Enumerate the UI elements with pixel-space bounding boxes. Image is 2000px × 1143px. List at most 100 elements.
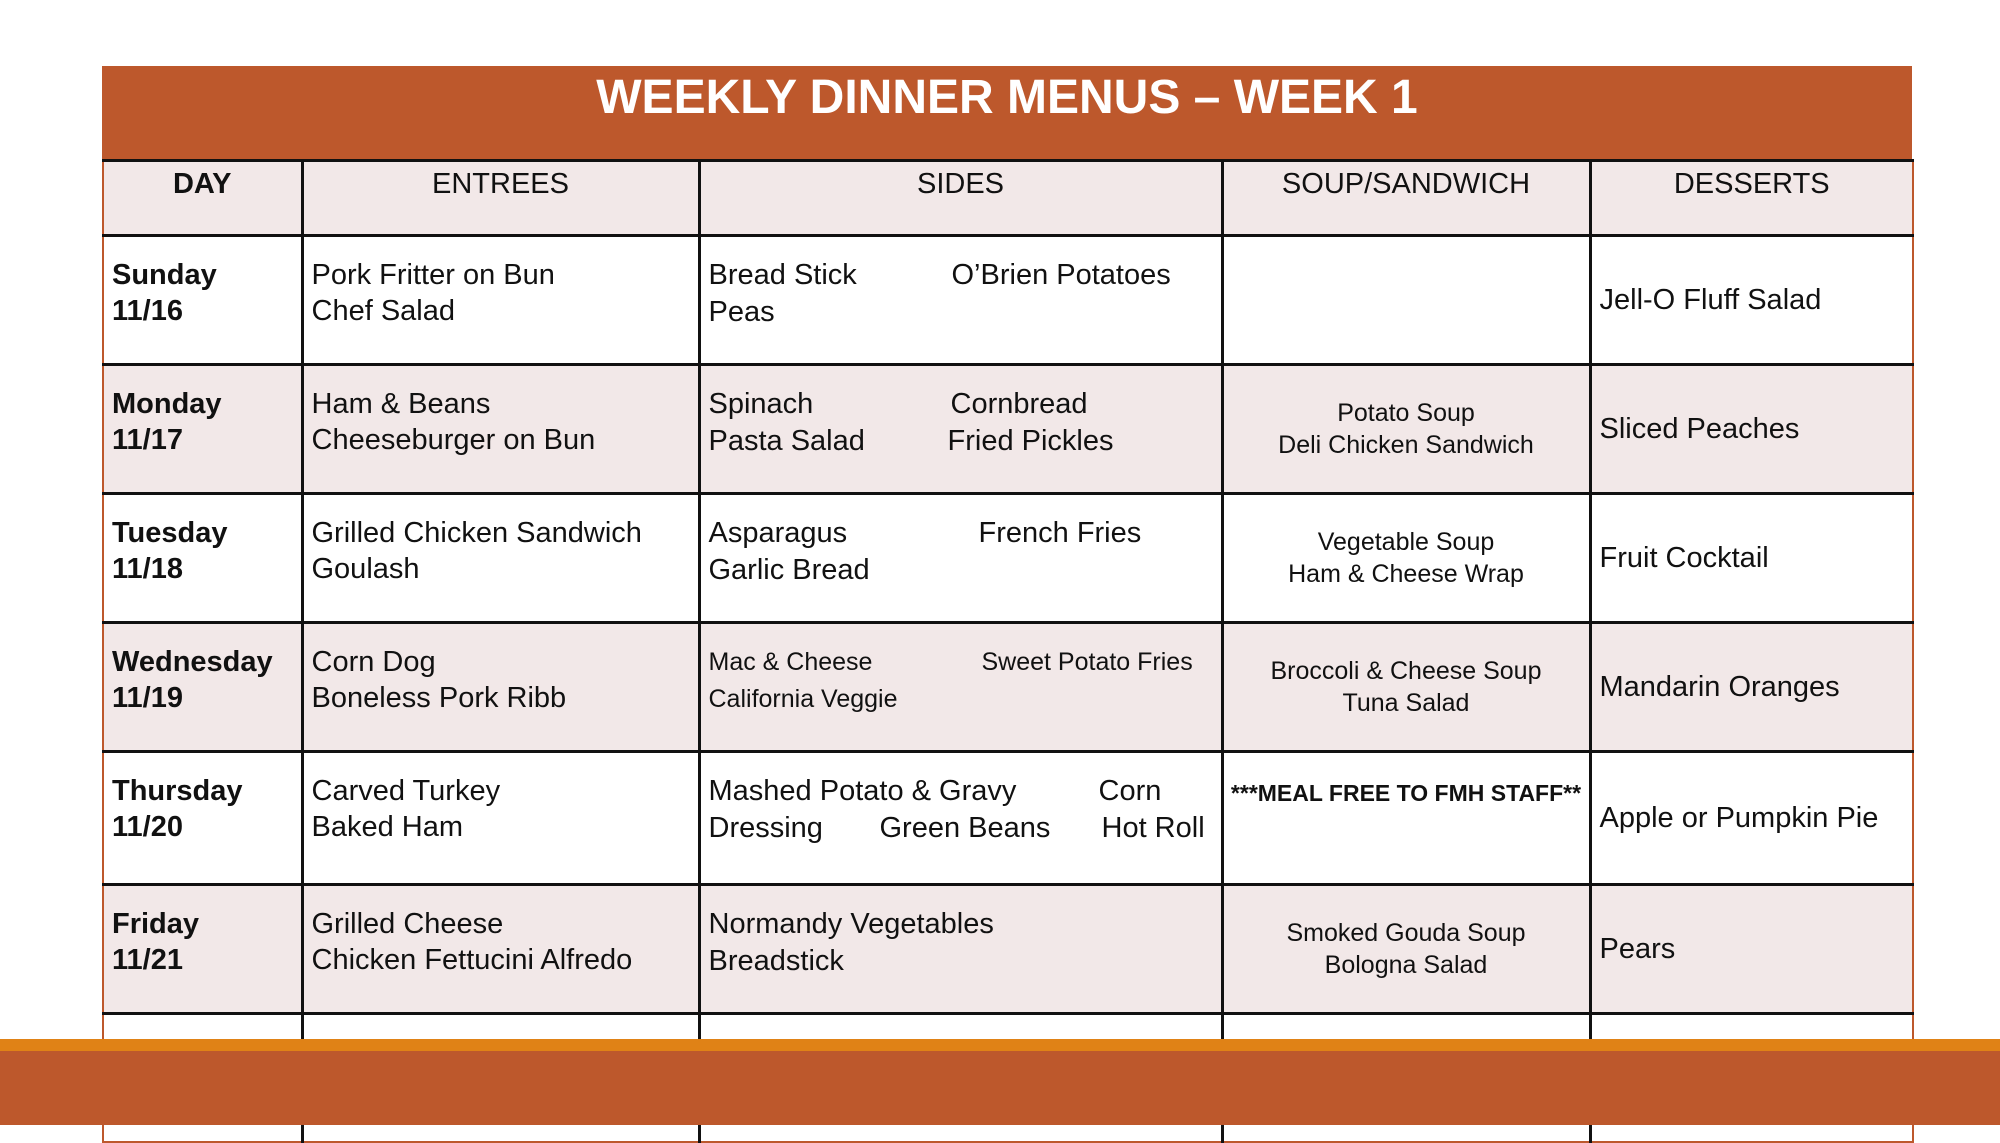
sides-line: Asparagus French Fries (709, 515, 1213, 552)
entrees-cell: Corn Dog Boneless Pork Ribb (300, 621, 701, 753)
day-date: 11/17 (112, 424, 183, 456)
header-row: DAY ENTREES SIDES SOUP/SANDWICH DESSERTS (103, 159, 1913, 237)
entree-item: Chicken Fettucini Alfredo (311, 944, 633, 976)
menu-title: WEEKLY DINNER MENUS – WEEK 1 (102, 66, 1912, 160)
soup-sandwich-item: Ham & Cheese Wrap (1288, 560, 1524, 588)
day-cell: Thursday 11/20 (103, 750, 304, 886)
sides-cell: Asparagus French Fries Garlic Bread (697, 492, 1224, 624)
menu-row-sunday: Sunday 11/16 Pork Fritter on Bun Chef Salad… (103, 234, 1913, 366)
day-cell: Monday 11/17 (103, 363, 304, 495)
side-item: Mac & Cheese (708, 648, 873, 676)
sides-cell: Mac & Cheese Sweet Potato Fries California… (697, 621, 1224, 753)
side-item: Hot Roll (1101, 812, 1205, 844)
menu-row-monday: Monday 11/17 Ham & Beans Cheeseburger on Bu… (103, 363, 1913, 495)
day-cell: Friday 11/21 (103, 883, 304, 1015)
day-name: Monday (112, 388, 222, 420)
side-item: Breadstick (708, 945, 844, 977)
menu-table: DAY ENTREES SIDES SOUP/SANDWICH DESSERTS… (102, 159, 1914, 1143)
entree-item: Corn Dog (311, 646, 436, 678)
entree-item: Grilled Chicken Sandwich (311, 517, 642, 549)
dessert-cell: Sliced Peaches (1588, 363, 1913, 495)
entree-item: Baked Ham (311, 811, 464, 843)
day-date: 11/16 (112, 295, 183, 327)
column-header-desserts: DESSERTS (1588, 159, 1913, 237)
side-item: Normandy Vegetables (708, 908, 994, 940)
day-name: Tuesday (112, 517, 228, 549)
side-item: Garlic Bread (708, 554, 870, 586)
dessert-cell: Apple or Pumpkin Pie (1588, 750, 1913, 886)
column-header-sides: SIDES (697, 159, 1224, 237)
entrees-cell: Ham & Beans Cheeseburger on Bun (300, 363, 701, 495)
soup-sandwich-cell: Smoked Gouda Soup Bologna Salad (1220, 883, 1592, 1015)
sides-line: Bread Stick O’Brien Potatoes (709, 257, 1213, 294)
entrees-cell: Grilled Cheese Chicken Fettucini Alfredo (300, 883, 701, 1015)
sides-line: Mashed Potato & Gravy Corn (709, 773, 1213, 810)
side-item: California Veggie (708, 685, 898, 713)
soup-sandwich-item: Potato Soup (1337, 399, 1475, 427)
footer-band (0, 1051, 2000, 1125)
entree-item: Boneless Pork Ribb (311, 682, 567, 714)
soup-sandwich-item: Smoked Gouda Soup (1286, 919, 1526, 947)
side-item: Green Beans (879, 812, 1051, 844)
soup-sandwich-item: ***MEAL FREE TO FMH STAFF** (1230, 780, 1582, 806)
sides-line: Breadstick (709, 943, 1213, 980)
side-item: Sweet Potato Fries (981, 648, 1193, 676)
side-item: Pasta Salad (708, 425, 865, 457)
dessert-cell: Pears (1588, 883, 1913, 1015)
sides-line: Pasta Salad Fried Pickles (709, 423, 1213, 460)
side-item: Fried Pickles (947, 425, 1114, 457)
column-header-day: DAY (103, 159, 304, 237)
side-item: Asparagus (708, 517, 848, 549)
side-item: Peas (708, 296, 775, 328)
day-date: 11/19 (112, 682, 183, 714)
day-date: 11/20 (112, 811, 183, 843)
day-name: Wednesday (112, 646, 273, 678)
sides-cell: Normandy Vegetables Breadstick (697, 883, 1224, 1015)
side-item: Mashed Potato & Gravy (708, 775, 1017, 807)
day-date: 11/18 (112, 553, 183, 585)
soup-sandwich-item: Tuna Salad (1342, 689, 1470, 717)
sides-line: Spinach Cornbread (709, 386, 1213, 423)
side-item: French Fries (978, 517, 1142, 549)
entree-item: Carved Turkey (311, 775, 501, 807)
side-item: Bread Stick (708, 259, 857, 291)
soup-sandwich-cell: Broccoli & Cheese Soup Tuna Salad (1220, 621, 1592, 753)
column-header-entrees: ENTREES (300, 159, 701, 237)
sides-cell: Bread Stick O’Brien Potatoes Peas (697, 234, 1224, 366)
entree-item: Ham & Beans (311, 388, 491, 420)
soup-sandwich-item: Broccoli & Cheese Soup (1270, 657, 1542, 685)
soup-sandwich-item: Deli Chicken Sandwich (1278, 431, 1534, 459)
column-header-soup-sandwich: SOUP/SANDWICH (1220, 159, 1592, 237)
entrees-cell: Carved Turkey Baked Ham (300, 750, 701, 886)
soup-sandwich-cell: ***MEAL FREE TO FMH STAFF** (1220, 750, 1592, 886)
day-cell: Wednesday 11/19 (103, 621, 304, 753)
entree-item: Grilled Cheese (311, 908, 504, 940)
dessert-cell: Fruit Cocktail (1588, 492, 1913, 624)
day-cell: Tuesday 11/18 (103, 492, 304, 624)
sides-cell: Spinach Cornbread Pasta Salad Fried Pickles (697, 363, 1224, 495)
soup-sandwich-item: Bologna Salad (1324, 951, 1488, 979)
dessert-cell: Mandarin Oranges (1588, 621, 1913, 753)
day-date: 11/21 (112, 944, 183, 976)
side-item: Cornbread (950, 388, 1088, 420)
day-cell: Sunday 11/16 (103, 234, 304, 366)
sides-line: Peas (709, 294, 1213, 331)
soup-sandwich-cell: Vegetable Soup Ham & Cheese Wrap (1220, 492, 1592, 624)
sides-line: California Veggie (709, 681, 1213, 718)
menu-row-wednesday: Wednesday 11/19 Corn Dog Boneless Pork Ribb… (103, 621, 1913, 753)
menu-row-thursday: Thursday 11/20 Carved Turkey Baked Ham Mashe… (103, 750, 1913, 886)
entree-item: Cheeseburger on Bun (311, 424, 596, 456)
entree-item: Chef Salad (311, 295, 456, 327)
side-item: Corn (1098, 775, 1162, 807)
side-item: Dressing (708, 812, 823, 844)
footer-accent-stripe (0, 1039, 2000, 1051)
entree-item: Pork Fritter on Bun (311, 259, 555, 291)
menu-row-tuesday: Tuesday 11/18 Grilled Chicken Sandwich Goul… (103, 492, 1913, 624)
soup-sandwich-cell (1220, 234, 1592, 366)
entrees-cell: Pork Fritter on Bun Chef Salad (300, 234, 701, 366)
day-name: Sunday (112, 259, 217, 291)
sides-line: Normandy Vegetables (709, 906, 1213, 943)
entree-item: Goulash (311, 553, 420, 585)
day-name: Friday (112, 908, 200, 940)
soup-sandwich-cell: Potato Soup Deli Chicken Sandwich (1220, 363, 1592, 495)
